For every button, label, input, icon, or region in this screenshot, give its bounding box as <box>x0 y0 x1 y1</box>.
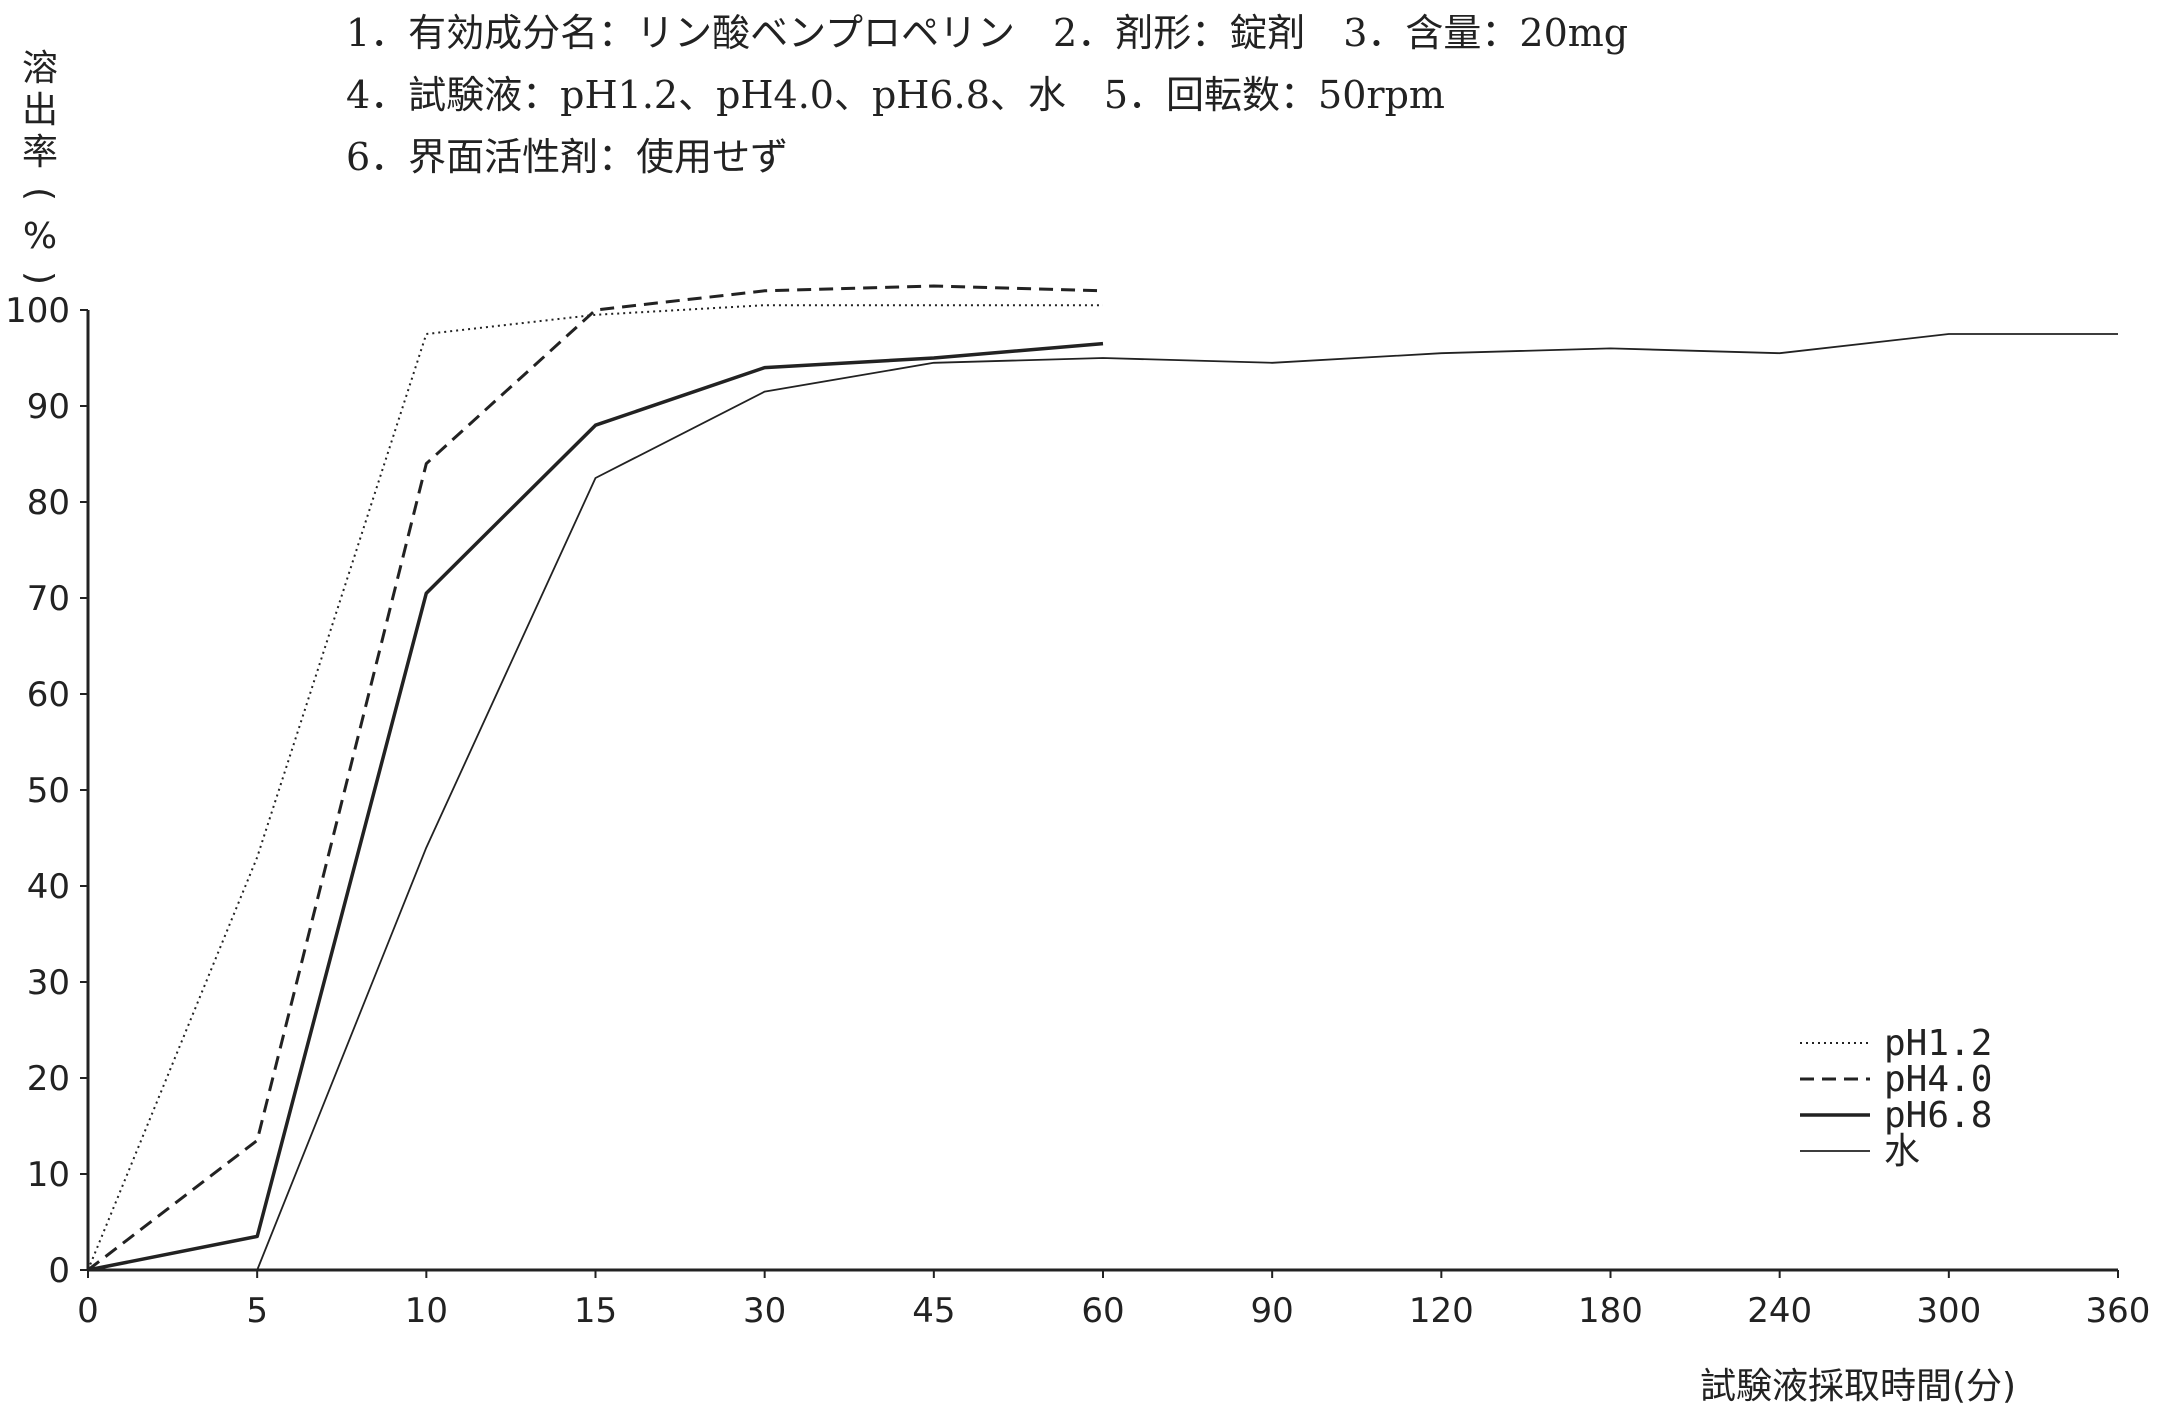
series-line <box>87 284 1104 1272</box>
y-axis-label-char: 率 <box>22 132 58 173</box>
y-tick-label: 30 <box>27 963 70 1003</box>
x-tick-label: 90 <box>1251 1291 1294 1331</box>
x-tick-label: 300 <box>1916 1291 1981 1331</box>
x-tick-label: 0 <box>77 1291 99 1331</box>
series-lines <box>87 284 2118 1272</box>
series-line <box>87 304 1103 1271</box>
y-tick-label: 50 <box>27 771 70 811</box>
x-tick-label: 360 <box>2086 1291 2151 1331</box>
y-tick-label: 40 <box>27 867 70 907</box>
legend-label: pH1.2 <box>1884 1023 1992 1064</box>
y-axis-label-char: ) <box>19 271 60 285</box>
y-axis-label-char: 溶 <box>22 48 58 89</box>
info-line-1: 1．有効成分名：リン酸ベンプロペリン 2．剤形：錠剤 3．含量：20mg <box>346 11 1628 55</box>
x-tick-label: 240 <box>1747 1291 1812 1331</box>
y-ticks: 0 10 20 30 40 50 60 70 80 90 100 <box>5 291 88 1291</box>
info-line-3: 6．界面活性剤：使用せず <box>346 135 788 179</box>
y-tick-label: 0 <box>48 1251 70 1291</box>
y-tick-label: 10 <box>27 1155 70 1195</box>
legend-label: pH4.0 <box>1884 1059 1992 1100</box>
y-axis-label-char: 出 <box>22 90 58 131</box>
y-tick-label: 80 <box>27 483 70 523</box>
legend-label: 水 <box>1884 1131 1920 1172</box>
x-ticks: 0 5 10 15 30 45 60 90 120 180 240 300 360 <box>77 1270 2150 1331</box>
y-tick-label: 20 <box>27 1059 70 1099</box>
info-line-2: 4．試験液：pH1.2、pH4.0、pH6.8、水 5．回転数：50rpm <box>346 73 1445 117</box>
x-tick-label: 10 <box>405 1291 448 1331</box>
x-tick-label: 120 <box>1409 1291 1474 1331</box>
legend-label: pH6.8 <box>1884 1095 1992 1136</box>
x-tick-label: 60 <box>1081 1291 1124 1331</box>
y-tick-label: 100 <box>5 291 70 331</box>
y-tick-label: 70 <box>27 579 70 619</box>
y-axis-label: 溶出率 (%) <box>19 48 60 285</box>
x-axis-label: 試験液採取時間(分) <box>1700 1366 2016 1407</box>
y-tick-label: 90 <box>27 387 70 427</box>
series-line <box>87 341 1104 1272</box>
y-axis-label-char: ( <box>19 187 60 201</box>
x-tick-label: 30 <box>743 1291 786 1331</box>
x-tick-label: 180 <box>1578 1291 1643 1331</box>
x-tick-label: 45 <box>912 1291 955 1331</box>
y-tick-label: 60 <box>27 675 70 715</box>
x-tick-label: 5 <box>246 1291 268 1331</box>
x-tick-label: 15 <box>574 1291 617 1331</box>
y-axis-label-char: % <box>23 216 57 257</box>
series-line <box>88 333 2118 1271</box>
